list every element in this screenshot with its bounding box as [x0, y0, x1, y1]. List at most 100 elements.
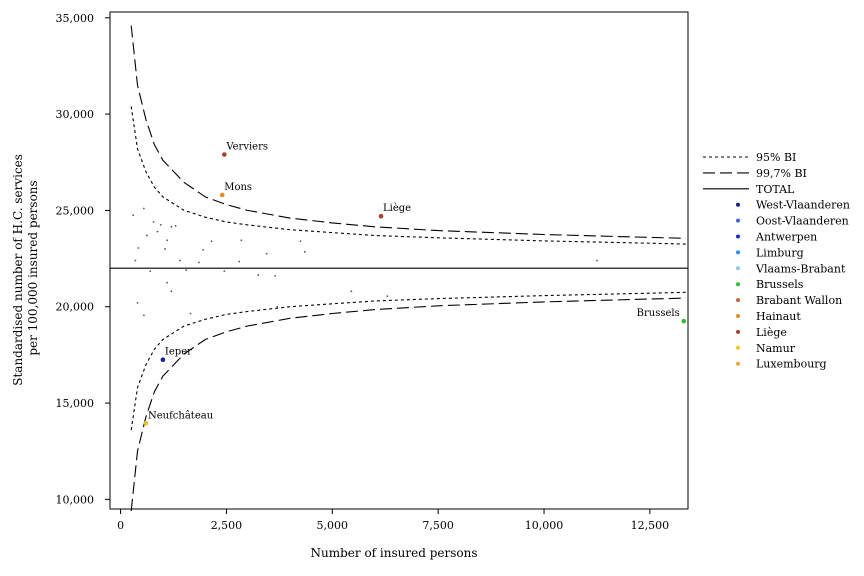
legend-label: Vlaams-Brabant: [755, 262, 846, 275]
legend-label: West-Vlaanderen: [756, 199, 850, 212]
data-point: [257, 274, 260, 276]
data-point: [240, 239, 243, 242]
confidence-curves: [130, 25, 686, 511]
data-point: [134, 259, 137, 262]
legend-marker: [736, 250, 740, 255]
point-label: Liège: [383, 203, 411, 214]
legend-label: Luxembourg: [756, 358, 827, 371]
x-tick-label: 7,500: [422, 519, 454, 532]
dashed-lower-curve: [130, 297, 686, 511]
highlighted-point: [681, 318, 687, 324]
data-point: [238, 260, 241, 263]
data-point: [386, 295, 389, 298]
legend-label: Oost-Vlaanderen: [756, 215, 849, 228]
x-tick-label: 10,000: [525, 519, 564, 532]
y-axis-title: Standardised number of H.C. services per…: [11, 150, 40, 386]
legend-marker: [736, 361, 740, 366]
point-label: Verviers: [225, 142, 268, 153]
point-label: Ieper: [165, 347, 192, 358]
highlighted-point: [219, 192, 225, 198]
y-axis: 10,000 15,000 20,000 25,000 30,000 35,000: [56, 12, 110, 506]
highlighted-points: Verviers Mons Liège Ieper Neufchâteau Brussel…: [143, 142, 687, 426]
data-point: [265, 252, 268, 255]
highlighted-point: [222, 152, 227, 157]
y-tick-label: 20,000: [56, 301, 95, 314]
plot-frame: [109, 11, 689, 510]
data-points: [132, 207, 598, 317]
data-point: [152, 221, 155, 223]
data-point: [159, 223, 162, 226]
data-point: [145, 234, 148, 237]
point-label: Neufchâteau: [148, 410, 214, 421]
data-point: [185, 269, 188, 272]
x-axis-title: Number of insured persons: [311, 546, 478, 560]
x-tick-label: 2,500: [211, 519, 243, 532]
legend-label: Brussels: [756, 278, 804, 291]
legend-label: Hainaut: [756, 310, 801, 323]
legend-label: Liège: [756, 326, 787, 339]
legend-label: Limburg: [756, 246, 804, 259]
data-point: [137, 247, 140, 249]
legend-label: 95% BI: [756, 151, 796, 164]
point-label: Brussels: [637, 308, 680, 319]
y-tick-label: 30,000: [56, 108, 95, 121]
data-point: [178, 259, 181, 262]
data-point: [210, 240, 213, 243]
data-point: [189, 312, 192, 315]
legend-label: Antwerpen: [755, 231, 817, 244]
data-point: [170, 225, 173, 228]
data-point: [149, 270, 152, 272]
y-tick-label: 35,000: [56, 12, 95, 25]
data-point: [202, 249, 205, 251]
y-tick-label: 15,000: [56, 397, 95, 410]
data-point: [166, 281, 169, 284]
legend-marker: [736, 266, 740, 271]
y-tick-label: 10,000: [56, 493, 95, 506]
data-point: [136, 301, 139, 304]
highlighted-point: [378, 213, 384, 219]
dotted-upper-curve: [130, 106, 686, 245]
data-point: [164, 248, 166, 250]
dashed-upper-curve: [130, 25, 686, 239]
legend-label: Namur: [756, 342, 796, 355]
legend: 95% BI 99,7% BI TOTAL West-Vlaanderen Oost-V…: [703, 151, 850, 371]
legend-marker: [736, 218, 740, 223]
data-point: [274, 275, 277, 277]
legend-label: Brabant Wallon: [756, 294, 842, 307]
legend-marker: [736, 234, 740, 239]
data-point: [166, 239, 169, 242]
dotted-lower-curve: [130, 291, 686, 431]
legend-marker: [736, 314, 740, 318]
legend-label: TOTAL: [756, 183, 795, 196]
x-tick-label: 12,500: [631, 519, 670, 532]
highlighted-point: [143, 420, 149, 426]
data-point: [276, 305, 279, 308]
legend-marker: [736, 298, 740, 303]
legend-marker: [736, 202, 740, 207]
data-point: [170, 290, 173, 293]
data-point: [156, 230, 159, 233]
x-tick-label: 0: [117, 519, 124, 532]
data-point: [198, 261, 200, 264]
point-label: Mons: [224, 182, 252, 193]
y-axis-title-line1: Standardised number of H.C. services: [11, 154, 25, 386]
data-point: [223, 270, 226, 272]
data-point: [142, 207, 145, 210]
data-point: [132, 214, 135, 217]
legend-label: 99,7% BI: [756, 167, 807, 180]
legend-marker: [736, 345, 740, 350]
highlighted-point: [160, 357, 166, 363]
data-point: [174, 224, 177, 227]
y-axis-title-line2: per 100,000 insured persons: [26, 180, 40, 355]
data-point: [350, 290, 353, 293]
legend-marker: [736, 282, 740, 287]
data-point: [142, 314, 145, 317]
y-tick-label: 25,000: [56, 204, 95, 217]
data-point: [596, 259, 598, 262]
legend-marker: [736, 329, 740, 334]
x-tick-label: 5,000: [317, 519, 349, 532]
data-point: [299, 240, 302, 243]
x-axis: 0 2,500 5,000 7,500 10,000 12,500: [117, 509, 669, 532]
data-point: [303, 250, 306, 253]
